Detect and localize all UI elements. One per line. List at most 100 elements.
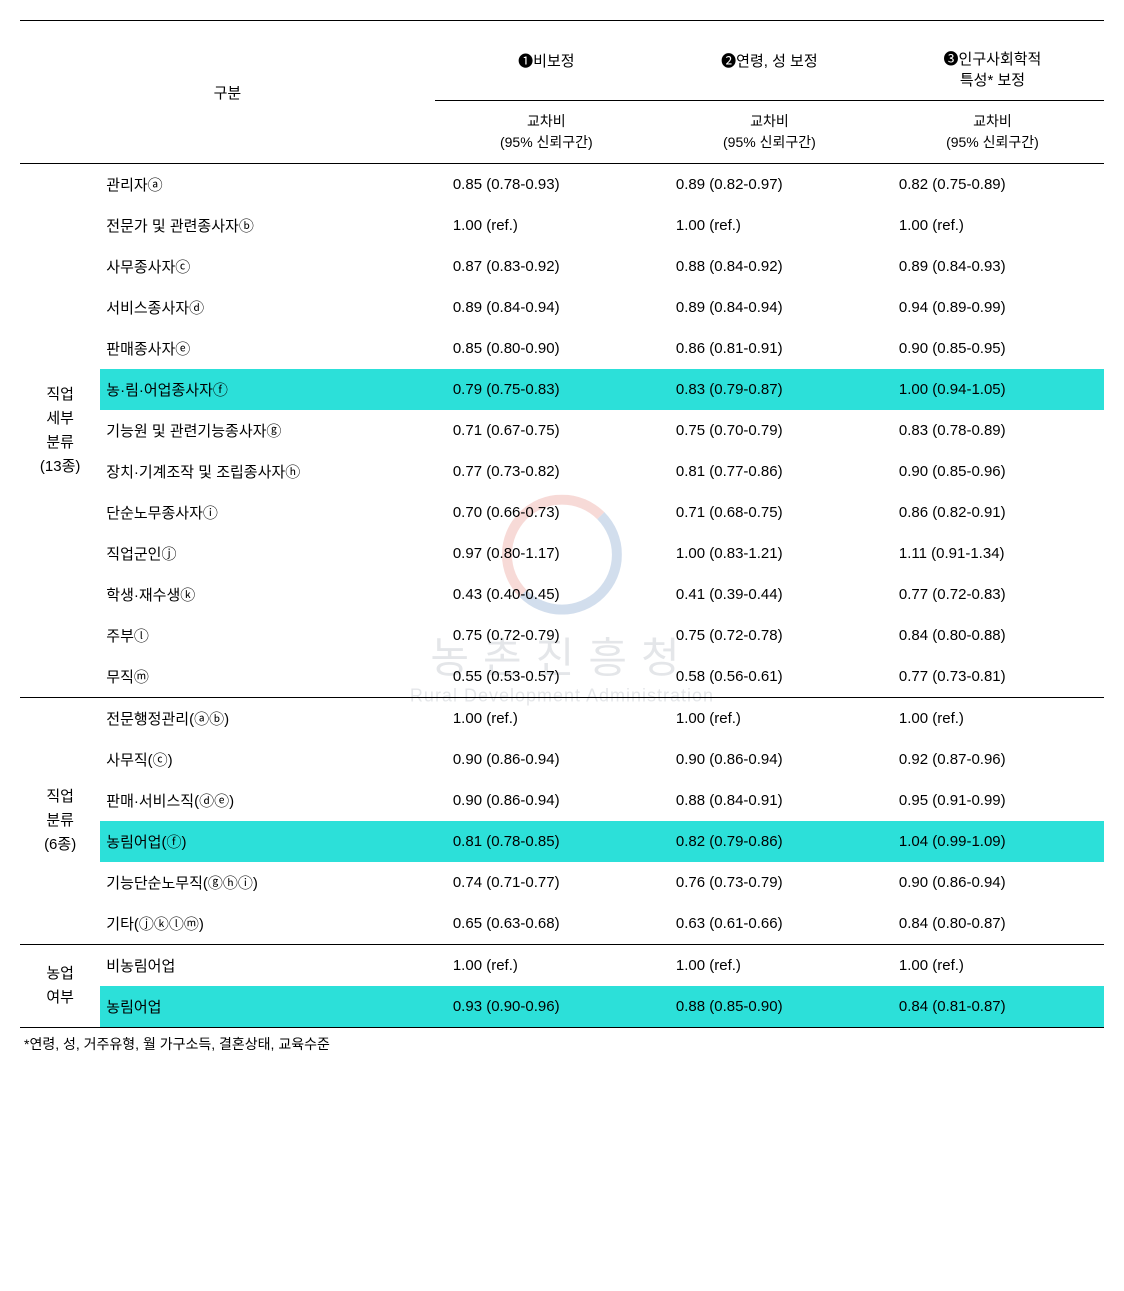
table-row: 직업 분류 (6종)전문행정관리(ⓐⓑ)1.00 (ref.)1.00 (ref… xyxy=(20,698,1104,740)
cell-value: 0.85 (0.78-0.93) xyxy=(435,164,658,206)
row-label: 사무직(ⓒ) xyxy=(100,739,435,780)
cell-value: 0.76 (0.73-0.79) xyxy=(658,862,881,903)
cell-value: 0.89 (0.84-0.94) xyxy=(435,287,658,328)
table-row: 기타(ⓙⓚⓛⓜ)0.65 (0.63-0.68)0.63 (0.61-0.66)… xyxy=(20,903,1104,945)
cell-value: 1.00 (ref.) xyxy=(658,945,881,987)
cell-value: 1.00 (ref.) xyxy=(435,205,658,246)
cell-value: 0.77 (0.72-0.83) xyxy=(881,574,1104,615)
sub-header-1: 교차비 (95% 신뢰구간) xyxy=(435,101,658,164)
cell-value: 1.00 (ref.) xyxy=(658,205,881,246)
group-label: 농업 여부 xyxy=(20,945,100,1028)
cell-value: 0.88 (0.84-0.92) xyxy=(658,246,881,287)
table-row: 주부ⓛ0.75 (0.72-0.79)0.75 (0.72-0.78)0.84 … xyxy=(20,615,1104,656)
cell-value: 0.41 (0.39-0.44) xyxy=(658,574,881,615)
row-label: 전문가 및 관련종사자ⓑ xyxy=(100,205,435,246)
table-row: 직업 세부 분류 (13종)관리자ⓐ0.85 (0.78-0.93)0.89 (… xyxy=(20,164,1104,206)
table-row: 장치·기계조작 및 조립종사자ⓗ0.77 (0.73-0.82)0.81 (0.… xyxy=(20,451,1104,492)
row-label: 농·림·어업종사자ⓕ xyxy=(100,369,435,410)
cell-value: 0.90 (0.86-0.94) xyxy=(435,739,658,780)
row-label: 비농림어업 xyxy=(100,945,435,987)
cell-value: 0.89 (0.84-0.94) xyxy=(658,287,881,328)
table-row: 농업 여부비농림어업1.00 (ref.)1.00 (ref.)1.00 (re… xyxy=(20,945,1104,987)
cell-value: 0.79 (0.75-0.83) xyxy=(435,369,658,410)
cell-value: 0.58 (0.56-0.61) xyxy=(658,656,881,698)
cell-value: 0.97 (0.80-1.17) xyxy=(435,533,658,574)
table-row: 농림어업(ⓕ)0.81 (0.78-0.85)0.82 (0.79-0.86)1… xyxy=(20,821,1104,862)
row-label: 장치·기계조작 및 조립종사자ⓗ xyxy=(100,451,435,492)
header-model-1: ❶비보정 xyxy=(435,21,658,101)
row-label: 농림어업(ⓕ) xyxy=(100,821,435,862)
row-label: 판매종사자ⓔ xyxy=(100,328,435,369)
sub-header-2: 교차비 (95% 신뢰구간) xyxy=(658,101,881,164)
row-label: 관리자ⓐ xyxy=(100,164,435,206)
header-model-3: ❸인구사회학적 특성* 보정 xyxy=(881,21,1104,101)
cell-value: 1.00 (ref.) xyxy=(435,945,658,987)
cell-value: 0.77 (0.73-0.82) xyxy=(435,451,658,492)
odds-ratio-table: 구분 ❶비보정 ❷연령, 성 보정 ❸인구사회학적 특성* 보정 교차비 (95… xyxy=(20,20,1104,1028)
cell-value: 0.75 (0.72-0.78) xyxy=(658,615,881,656)
cell-value: 0.90 (0.86-0.94) xyxy=(658,739,881,780)
cell-value: 0.70 (0.66-0.73) xyxy=(435,492,658,533)
cell-value: 0.90 (0.86-0.94) xyxy=(881,862,1104,903)
group-label: 직업 분류 (6종) xyxy=(20,698,100,945)
cell-value: 0.88 (0.84-0.91) xyxy=(658,780,881,821)
cell-value: 0.85 (0.80-0.90) xyxy=(435,328,658,369)
cell-value: 0.86 (0.81-0.91) xyxy=(658,328,881,369)
row-label: 단순노무종사자ⓘ xyxy=(100,492,435,533)
cell-value: 0.63 (0.61-0.66) xyxy=(658,903,881,945)
cell-value: 1.00 (0.83-1.21) xyxy=(658,533,881,574)
sub-header-3: 교차비 (95% 신뢰구간) xyxy=(881,101,1104,164)
cell-value: 1.00 (0.94-1.05) xyxy=(881,369,1104,410)
cell-value: 0.77 (0.73-0.81) xyxy=(881,656,1104,698)
row-label: 서비스종사자ⓓ xyxy=(100,287,435,328)
cell-value: 0.71 (0.68-0.75) xyxy=(658,492,881,533)
cell-value: 0.74 (0.71-0.77) xyxy=(435,862,658,903)
cell-value: 0.43 (0.40-0.45) xyxy=(435,574,658,615)
cell-value: 0.90 (0.85-0.95) xyxy=(881,328,1104,369)
row-label: 무직ⓜ xyxy=(100,656,435,698)
table-row: 판매종사자ⓔ0.85 (0.80-0.90)0.86 (0.81-0.91)0.… xyxy=(20,328,1104,369)
cell-value: 0.92 (0.87-0.96) xyxy=(881,739,1104,780)
table-row: 농림어업0.93 (0.90-0.96)0.88 (0.85-0.90)0.84… xyxy=(20,986,1104,1028)
cell-value: 0.65 (0.63-0.68) xyxy=(435,903,658,945)
cell-value: 0.87 (0.83-0.92) xyxy=(435,246,658,287)
cell-value: 0.86 (0.82-0.91) xyxy=(881,492,1104,533)
cell-value: 0.88 (0.85-0.90) xyxy=(658,986,881,1028)
row-label: 판매·서비스직(ⓓⓔ) xyxy=(100,780,435,821)
cell-value: 0.94 (0.89-0.99) xyxy=(881,287,1104,328)
group-label: 직업 세부 분류 (13종) xyxy=(20,164,100,698)
header-category-label: 구분 xyxy=(214,85,242,102)
cell-value: 0.84 (0.80-0.87) xyxy=(881,903,1104,945)
table-row: 단순노무종사자ⓘ0.70 (0.66-0.73)0.71 (0.68-0.75)… xyxy=(20,492,1104,533)
row-label: 기능원 및 관련기능종사자ⓖ xyxy=(100,410,435,451)
header-category: 구분 xyxy=(20,21,435,164)
cell-value: 0.55 (0.53-0.57) xyxy=(435,656,658,698)
cell-value: 1.00 (ref.) xyxy=(881,205,1104,246)
table-row: 농·림·어업종사자ⓕ0.79 (0.75-0.83)0.83 (0.79-0.8… xyxy=(20,369,1104,410)
cell-value: 0.90 (0.86-0.94) xyxy=(435,780,658,821)
table-row: 사무종사자ⓒ0.87 (0.83-0.92)0.88 (0.84-0.92)0.… xyxy=(20,246,1104,287)
table-row: 기능단순노무직(ⓖⓗⓘ)0.74 (0.71-0.77)0.76 (0.73-0… xyxy=(20,862,1104,903)
cell-value: 0.83 (0.79-0.87) xyxy=(658,369,881,410)
row-label: 농림어업 xyxy=(100,986,435,1028)
cell-value: 0.75 (0.70-0.79) xyxy=(658,410,881,451)
cell-value: 0.90 (0.85-0.96) xyxy=(881,451,1104,492)
table-row: 기능원 및 관련기능종사자ⓖ0.71 (0.67-0.75)0.75 (0.70… xyxy=(20,410,1104,451)
cell-value: 0.93 (0.90-0.96) xyxy=(435,986,658,1028)
cell-value: 0.81 (0.78-0.85) xyxy=(435,821,658,862)
row-label: 주부ⓛ xyxy=(100,615,435,656)
cell-value: 0.82 (0.75-0.89) xyxy=(881,164,1104,206)
cell-value: 0.75 (0.72-0.79) xyxy=(435,615,658,656)
table-row: 학생·재수생ⓚ0.43 (0.40-0.45)0.41 (0.39-0.44)0… xyxy=(20,574,1104,615)
row-label: 사무종사자ⓒ xyxy=(100,246,435,287)
row-label: 기타(ⓙⓚⓛⓜ) xyxy=(100,903,435,945)
cell-value: 0.71 (0.67-0.75) xyxy=(435,410,658,451)
table-row: 무직ⓜ0.55 (0.53-0.57)0.58 (0.56-0.61)0.77 … xyxy=(20,656,1104,698)
cell-value: 1.04 (0.99-1.09) xyxy=(881,821,1104,862)
cell-value: 1.00 (ref.) xyxy=(881,945,1104,987)
cell-value: 0.84 (0.81-0.87) xyxy=(881,986,1104,1028)
cell-value: 0.83 (0.78-0.89) xyxy=(881,410,1104,451)
cell-value: 1.00 (ref.) xyxy=(881,698,1104,740)
row-label: 직업군인ⓙ xyxy=(100,533,435,574)
table-row: 사무직(ⓒ)0.90 (0.86-0.94)0.90 (0.86-0.94)0.… xyxy=(20,739,1104,780)
